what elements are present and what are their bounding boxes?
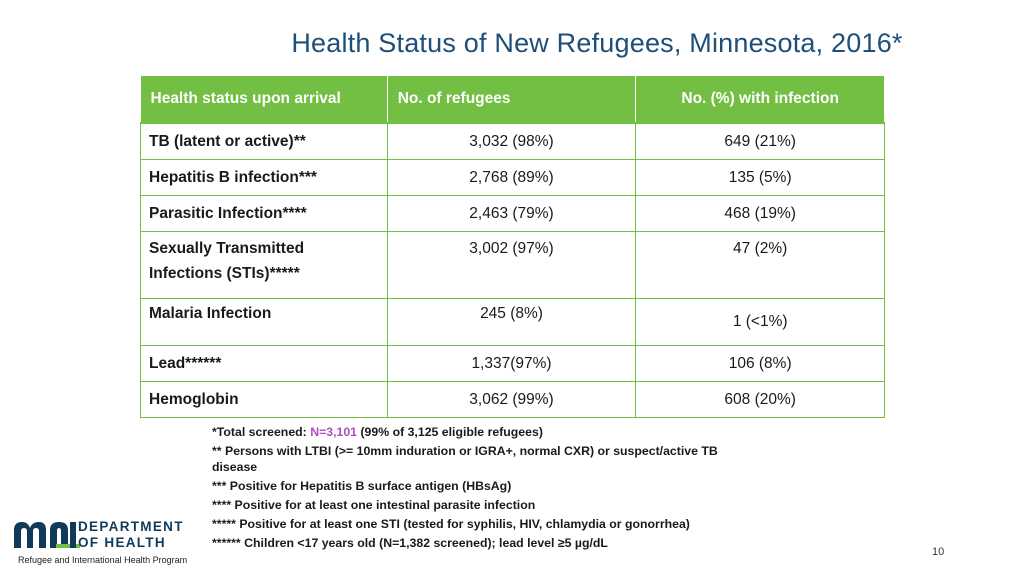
logo-line-1: DEPARTMENT — [78, 519, 184, 534]
refugees-cell: 1,337(97%) — [386, 345, 637, 382]
infection-cell: 135 (5%) — [635, 159, 885, 196]
refugees-cell: 245 (8%) — [386, 298, 637, 346]
row-label: Hemoglobin — [140, 381, 388, 418]
infection-cell: 47 (2%) — [635, 231, 885, 299]
refugees-cell: 3,062 (99%) — [386, 381, 637, 418]
table-row: Sexually Transmitted Infections (STIs)**… — [140, 231, 885, 299]
footnote-lead: ****** Children <17 years old (N=1,382 s… — [212, 536, 608, 550]
infection-cell: 1 (<1%) — [635, 298, 885, 346]
table-row: Lead****** 1,337(97%) 106 (8%) — [140, 345, 885, 382]
column-header-refugees: No. of refugees — [387, 76, 637, 123]
page-title: Health Status of New Refugees, Minnesota… — [291, 28, 903, 58]
footnote-total-highlight: N=3,101 — [310, 425, 358, 439]
infection-cell: 106 (8%) — [635, 345, 885, 382]
table-row: TB (latent or active)** 3,032 (98%) 649 … — [140, 122, 885, 160]
column-header-infection: No. (%) with infection — [635, 76, 885, 123]
health-status-table: Health status upon arrival No. of refuge… — [140, 76, 885, 418]
row-label: TB (latent or active)** — [140, 122, 388, 160]
refugees-cell: 3,002 (97%) — [386, 231, 637, 299]
footnote-total-suffix: (99% of 3,125 eligible refugees) — [357, 425, 543, 439]
footnote-parasite: **** Positive for at least one intestina… — [212, 498, 536, 512]
row-label: Hepatitis B infection*** — [140, 159, 388, 196]
refugees-cell: 2,768 (89%) — [386, 159, 637, 196]
footnote-total-prefix: *Total screened: — [212, 425, 311, 439]
department-of-health-logo-text: DEPARTMENT OF HEALTH — [78, 519, 184, 551]
logo-line-2: OF HEALTH — [78, 535, 166, 550]
table-row: Parasitic Infection**** 2,463 (79%) 468 … — [140, 195, 885, 232]
refugees-cell: 3,032 (98%) — [386, 122, 637, 160]
footnote-hepb: *** Positive for Hepatitis B surface ant… — [212, 479, 512, 493]
mn-logo-icon — [14, 522, 80, 548]
infection-cell: 468 (19%) — [635, 195, 885, 232]
row-label: Sexually Transmitted Infections (STIs)**… — [140, 231, 388, 299]
infection-cell: 608 (20%) — [635, 381, 885, 418]
page-number: 10 — [932, 546, 945, 558]
program-name: Refugee and International Health Program — [18, 555, 188, 565]
footnote-ltbi: ** Persons with LTBI (>= 10mm induration… — [212, 444, 718, 474]
table-row: Malaria Infection 245 (8%) 1 (<1%) — [140, 298, 885, 346]
table-header-row: Health status upon arrival No. of refuge… — [140, 76, 885, 123]
column-header-status: Health status upon arrival — [140, 76, 388, 123]
footnotes: *Total screened: N=3,101 (99% of 3,125 e… — [212, 424, 742, 554]
footnote-total: *Total screened: N=3,101 (99% of 3,125 e… — [212, 424, 742, 440]
footnote-sti: ***** Positive for at least one STI (tes… — [212, 517, 690, 531]
refugees-cell: 2,463 (79%) — [386, 195, 637, 232]
table-row: Hepatitis B infection*** 2,768 (89%) 135… — [140, 159, 885, 196]
row-label: Parasitic Infection**** — [140, 195, 388, 232]
row-label: Lead****** — [140, 345, 388, 382]
table-row: Hemoglobin 3,062 (99%) 608 (20%) — [140, 381, 885, 418]
row-label: Malaria Infection — [140, 298, 388, 346]
infection-cell: 649 (21%) — [635, 122, 885, 160]
